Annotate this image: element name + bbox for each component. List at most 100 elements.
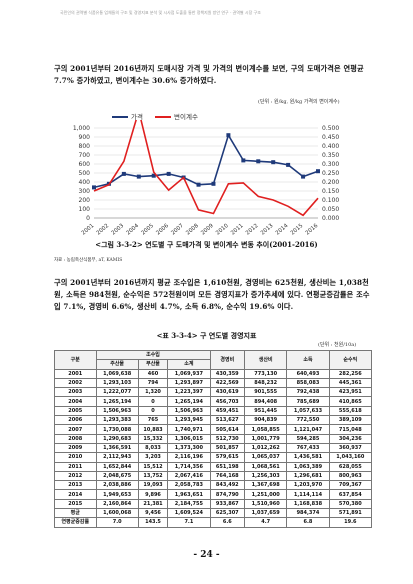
table-cell: 1,306,015	[167, 433, 211, 444]
table-cell: 1,012,262	[244, 442, 288, 454]
price-point	[211, 181, 216, 186]
table-cell: 874,790	[209, 489, 246, 500]
table-cell: 767,433	[286, 442, 330, 454]
price-point	[271, 160, 276, 165]
table-cell-year: 2007	[54, 424, 97, 435]
table-cell: 1,373,300	[167, 442, 211, 454]
right-tick-label: 0.100	[322, 197, 339, 204]
table-cell: 2,184,755	[167, 498, 211, 510]
table-cell: 628,055	[328, 461, 373, 472]
table-cell: 901,555	[244, 387, 288, 398]
x-tick-label: 2014	[275, 223, 290, 237]
table-cell: 6.6	[209, 517, 246, 528]
price-point	[136, 174, 141, 179]
x-tick-label: 2004	[126, 223, 141, 237]
table-row: 2013 2,038,886 19,093 2,058,783 843,492 1,367…	[54, 480, 373, 491]
table-cell: 3,203	[137, 452, 169, 463]
table-cell: 1,068,561	[244, 461, 288, 472]
table-cell: 423,951	[328, 387, 373, 398]
table-row: 2003 1,222,077 1,320 1,223,397 430,619 901,55…	[54, 387, 373, 398]
management-indicators-table: 구분 조수입 경영비 생산비 소득 순수익 주산물 부산물 소계 2001 1,0…	[54, 349, 373, 528]
left-tick-label: 0	[86, 215, 90, 222]
left-tick-label: 400	[79, 179, 91, 186]
th-net-profit: 순수익	[328, 350, 373, 370]
table-cell: 1,600,068	[95, 508, 139, 519]
table-cell-year: 2015	[54, 498, 97, 510]
table-cell: 8,033	[137, 442, 169, 454]
table-cell-year: 2001	[54, 368, 97, 379]
table-cell: 772,550	[286, 415, 330, 426]
table-cell: 13,752	[137, 470, 169, 482]
right-tick-label: 0.500	[322, 125, 339, 132]
table-row: 2015 2,160,864 21,381 2,184,755 933,867 1,510…	[54, 498, 373, 510]
table-row: 2007 1,730,088 10,883 1,740,971 505,614 1,058…	[54, 424, 373, 435]
table-row: 2010 2,112,943 3,203 2,116,196 579,615 1,065,…	[54, 452, 373, 463]
table-cell: 15,332	[137, 433, 169, 444]
price-point	[92, 185, 96, 190]
table-cell: 1,293,103	[95, 377, 139, 389]
table-cell: 512,730	[209, 433, 246, 444]
table-cell: 460	[137, 368, 169, 379]
table-cell: 1,043,160	[328, 452, 373, 463]
table-cell: 422,569	[209, 377, 246, 389]
x-tick-label: 2016	[305, 223, 320, 237]
left-tick-label: 900	[79, 134, 91, 141]
left-tick-label: 200	[79, 197, 91, 204]
table-cell-year: 2014	[54, 489, 97, 500]
right-tick-label: 0.200	[322, 179, 339, 186]
table-cell: 2,112,943	[95, 452, 139, 463]
right-tick-label: 0.400	[322, 143, 339, 150]
x-tick-label: 2013	[260, 223, 275, 237]
table-cell: 1,436,581	[286, 452, 330, 463]
table-cell: 1,069,638	[95, 368, 139, 379]
table-cell: 1,949,653	[95, 489, 139, 500]
table-cell: 9,896	[137, 489, 169, 500]
table-cell: 143.5	[137, 517, 169, 528]
table-row: 2006 1,293,383 765 1,293,945 513,627 904,839 7…	[54, 415, 373, 426]
x-tick-label: 2008	[185, 223, 200, 237]
table-cell-year: 2004	[54, 396, 97, 407]
th-prod-cost: 생산비	[244, 350, 288, 370]
figure-caption: <그림 3-3-2> 연도별 구 도매가격 및 변이계수 변동 추이(2001-…	[95, 240, 318, 249]
table-cell: 4.7	[244, 517, 288, 528]
left-tick-label: 100	[79, 206, 91, 213]
table-cell: 984,374	[286, 508, 330, 519]
table-cell: 570,380	[328, 498, 373, 510]
page-number: - 24 -	[193, 550, 220, 560]
table-cell: 1,121,047	[286, 424, 330, 435]
table-cell: 15,512	[137, 461, 169, 472]
th-mgmt-cost: 경영비	[209, 350, 246, 370]
price-point	[151, 173, 156, 178]
table-cell: 360,937	[328, 442, 373, 454]
table-cell: 800,963	[328, 470, 373, 482]
table-cell: 1,609,524	[167, 508, 211, 519]
x-tick-label: 2011	[230, 223, 245, 237]
table-cell: 1,290,683	[95, 433, 139, 444]
price-point	[301, 174, 306, 179]
table-cell: 625,307	[209, 508, 246, 519]
table-row: 2009 1,366,591 8,033 1,373,300 501,857 1,012,…	[54, 442, 373, 454]
running-header: 국민인의 권역별 식품유통 업체들의 구조 및 경영지표 분석 및 시사점 도출…	[60, 10, 261, 15]
table-cell: 773,130	[244, 368, 288, 379]
table-cell: 19,093	[137, 480, 169, 491]
table-cell: 10,883	[137, 424, 169, 435]
table-cell: 7.0	[95, 517, 139, 528]
right-axis-ticks: 0.000 0.050 0.100 0.150 0.200 0.250 0.300 0.350…	[322, 125, 339, 222]
th-income: 소득	[286, 350, 330, 370]
table-cell: 1,366,591	[95, 442, 139, 454]
table-cell-year: 2013	[54, 480, 97, 491]
th-by-product: 부산물	[137, 359, 169, 370]
table-cell: 848,232	[244, 377, 288, 389]
table-row: 2004 1,265,194 0 1,265,194 456,703 894,408 785…	[54, 396, 373, 407]
right-tick-label: 0.000	[322, 215, 339, 222]
chart-series	[92, 120, 320, 217]
table-cell: 430,619	[209, 387, 246, 398]
right-tick-label: 0.350	[322, 152, 339, 159]
table-cell: 1,058,855	[244, 424, 288, 435]
price-point	[226, 133, 231, 138]
th-subtotal: 소계	[167, 359, 211, 370]
table-cell: 1,265,194	[167, 396, 211, 407]
table-cell: 445,361	[328, 377, 373, 389]
x-tick-label: 2001	[81, 223, 96, 237]
